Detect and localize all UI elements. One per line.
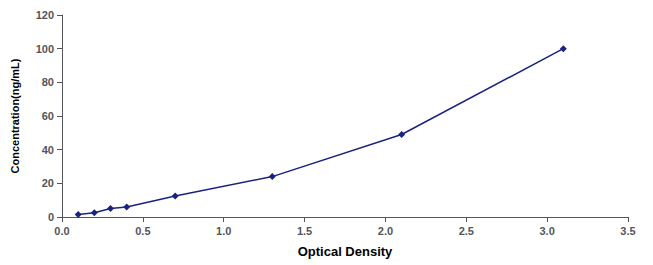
svg-text:40: 40 [42, 144, 54, 156]
svg-text:Concentration(ng/mL): Concentration(ng/mL) [9, 58, 21, 173]
svg-text:0.5: 0.5 [135, 225, 150, 237]
svg-text:120: 120 [36, 9, 54, 21]
svg-text:3.0: 3.0 [539, 225, 554, 237]
svg-text:3.5: 3.5 [620, 225, 635, 237]
svg-text:Optical Density: Optical Density [298, 244, 393, 259]
svg-text:2.0: 2.0 [378, 225, 393, 237]
svg-text:60: 60 [42, 110, 54, 122]
svg-text:1.0: 1.0 [216, 225, 231, 237]
svg-text:20: 20 [42, 177, 54, 189]
svg-text:2.5: 2.5 [459, 225, 474, 237]
svg-text:1.5: 1.5 [297, 225, 312, 237]
svg-text:0.0: 0.0 [54, 225, 69, 237]
svg-text:80: 80 [42, 76, 54, 88]
svg-text:100: 100 [36, 43, 54, 55]
svg-text:0: 0 [48, 211, 54, 223]
